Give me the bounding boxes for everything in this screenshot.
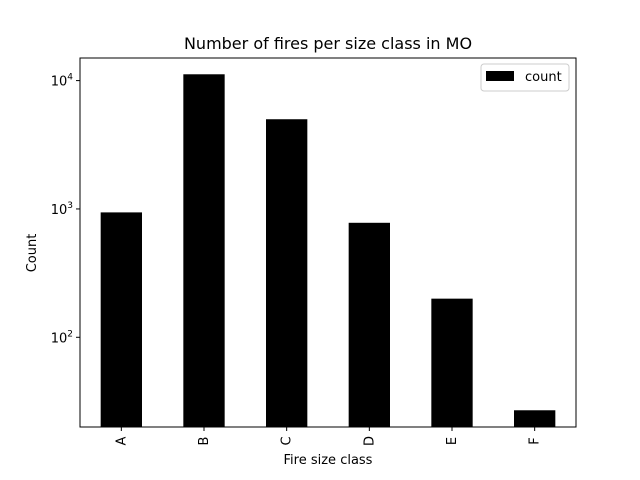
legend-swatch	[486, 71, 514, 81]
y-tick-label-0: 102	[51, 329, 73, 346]
y-tick-label-1: 103	[51, 201, 73, 218]
y-tick-exponent: 4	[67, 73, 73, 83]
y-tick-exponent: 2	[67, 329, 73, 339]
bar-D	[348, 222, 390, 427]
y-tick-base: 10	[51, 75, 68, 90]
y-tick-label-2: 104	[51, 73, 74, 90]
y-axis-label: Count	[25, 234, 40, 273]
x-tick-label-A: A	[114, 436, 129, 445]
legend: count	[480, 63, 570, 92]
bar-C	[266, 119, 308, 427]
y-tick-base: 10	[51, 331, 68, 346]
y-tick-base: 10	[51, 203, 68, 218]
legend-box	[480, 63, 570, 92]
x-tick-label-D: D	[362, 436, 377, 446]
plot-frame	[79, 57, 577, 428]
bar-E	[431, 298, 473, 427]
bars-group	[100, 74, 556, 427]
bar-A	[100, 212, 142, 427]
legend-label: count	[525, 70, 562, 85]
x-tick-label-F: F	[528, 437, 543, 444]
x-axis-label: Fire size class	[284, 453, 373, 468]
bar-F	[514, 410, 556, 427]
bar-B	[183, 74, 225, 427]
x-ticks-group: A B C D E F	[114, 427, 543, 446]
y-tick-exponent: 3	[67, 201, 73, 211]
x-tick-label-C: C	[280, 436, 295, 445]
chart-title: Number of fires per size class in MO	[184, 34, 472, 53]
x-tick-label-B: B	[197, 437, 212, 446]
x-tick-label-E: E	[445, 437, 460, 445]
